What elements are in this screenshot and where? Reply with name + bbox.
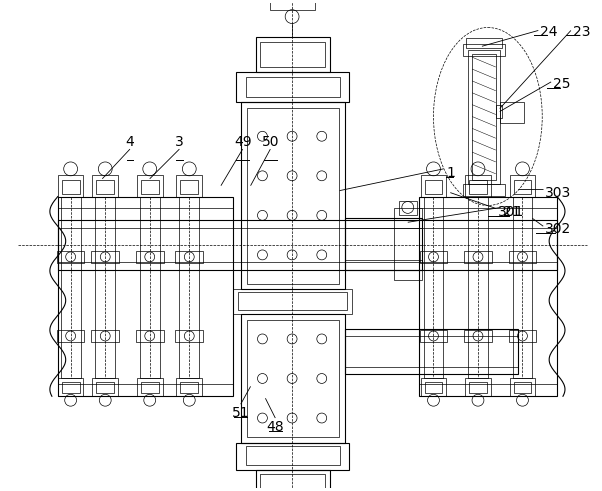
Text: 50: 50 xyxy=(262,135,279,149)
Bar xyxy=(58,196,233,396)
Bar xyxy=(62,382,79,393)
Bar xyxy=(96,382,114,393)
Bar xyxy=(424,196,443,379)
Bar xyxy=(95,196,115,379)
Text: 3: 3 xyxy=(175,135,184,149)
Bar xyxy=(255,470,330,491)
Bar xyxy=(509,330,536,342)
Bar xyxy=(514,382,532,393)
Bar xyxy=(394,208,421,279)
Text: 302: 302 xyxy=(545,222,571,236)
Bar xyxy=(238,293,347,310)
Bar xyxy=(466,38,501,48)
Bar xyxy=(175,251,203,263)
Bar xyxy=(469,180,487,193)
Bar xyxy=(512,196,532,379)
Bar xyxy=(181,180,198,193)
Bar xyxy=(247,108,338,284)
Bar xyxy=(261,42,324,67)
Bar xyxy=(141,382,159,393)
Bar xyxy=(424,382,442,393)
Bar xyxy=(246,446,340,465)
Bar xyxy=(176,379,202,396)
Bar xyxy=(236,443,349,470)
Bar xyxy=(236,72,349,102)
Text: 21: 21 xyxy=(503,205,520,219)
Bar xyxy=(92,379,118,396)
Text: 301: 301 xyxy=(498,205,524,219)
Text: 4: 4 xyxy=(126,135,134,149)
Bar xyxy=(241,102,344,290)
Bar xyxy=(270,0,315,10)
Bar xyxy=(62,180,79,193)
Bar xyxy=(472,54,496,180)
Bar xyxy=(344,218,421,270)
Bar xyxy=(509,251,536,263)
Bar xyxy=(464,330,492,342)
Bar xyxy=(58,220,557,270)
Bar xyxy=(468,196,488,379)
Bar xyxy=(420,251,447,263)
Bar xyxy=(136,251,164,263)
Bar xyxy=(92,330,119,342)
Bar xyxy=(344,329,518,374)
Bar xyxy=(510,379,535,396)
Bar xyxy=(421,175,446,196)
Bar xyxy=(514,180,532,193)
Bar xyxy=(424,180,442,193)
Bar xyxy=(181,382,198,393)
Bar xyxy=(137,379,163,396)
Bar xyxy=(92,251,119,263)
Bar xyxy=(468,50,500,184)
Bar xyxy=(463,44,504,56)
Bar xyxy=(57,330,84,342)
Bar xyxy=(136,330,164,342)
Bar xyxy=(61,196,81,379)
Bar xyxy=(500,102,524,123)
Bar xyxy=(247,320,338,437)
Bar xyxy=(421,379,446,396)
Bar xyxy=(58,175,84,196)
Bar xyxy=(465,175,491,196)
Bar xyxy=(255,37,330,72)
Bar xyxy=(233,290,352,314)
Bar xyxy=(418,196,557,396)
Bar xyxy=(175,330,203,342)
Bar xyxy=(420,330,447,342)
Bar xyxy=(140,196,160,379)
Bar xyxy=(464,251,492,263)
Bar xyxy=(96,180,114,193)
Text: 49: 49 xyxy=(234,135,252,149)
Bar xyxy=(510,175,535,196)
Bar xyxy=(469,382,487,393)
Text: 24: 24 xyxy=(540,25,558,38)
Bar xyxy=(496,105,501,118)
Bar xyxy=(465,379,491,396)
Bar xyxy=(179,196,199,379)
Bar xyxy=(399,200,417,216)
Bar xyxy=(137,175,163,196)
Bar xyxy=(241,314,344,443)
Bar xyxy=(57,251,84,263)
Text: 51: 51 xyxy=(232,406,249,420)
Text: 48: 48 xyxy=(267,420,284,434)
Text: 25: 25 xyxy=(553,77,571,91)
Bar xyxy=(176,175,202,196)
Text: 303: 303 xyxy=(545,186,571,200)
Text: 23: 23 xyxy=(573,25,591,38)
Text: 1: 1 xyxy=(446,166,455,180)
Bar xyxy=(261,474,324,491)
Bar xyxy=(141,180,159,193)
Bar xyxy=(92,175,118,196)
Bar xyxy=(246,77,340,97)
Bar xyxy=(58,379,84,396)
Bar xyxy=(463,184,504,195)
